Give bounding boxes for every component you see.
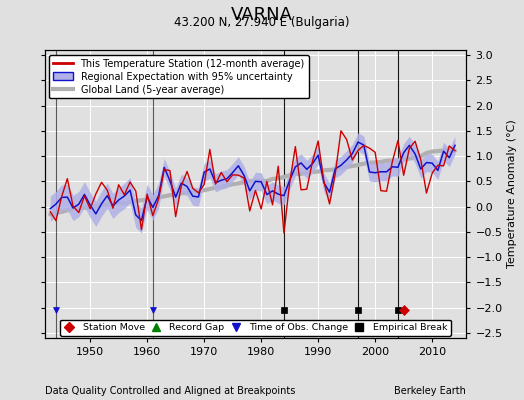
Text: Data Quality Controlled and Aligned at Breakpoints: Data Quality Controlled and Aligned at B… xyxy=(45,386,295,396)
Text: Berkeley Earth: Berkeley Earth xyxy=(395,386,466,396)
Y-axis label: Temperature Anomaly (°C): Temperature Anomaly (°C) xyxy=(507,120,517,268)
Text: VARNA: VARNA xyxy=(231,6,293,24)
Legend: Station Move, Record Gap, Time of Obs. Change, Empirical Break: Station Move, Record Gap, Time of Obs. C… xyxy=(60,320,451,336)
Text: 43.200 N, 27.940 E (Bulgaria): 43.200 N, 27.940 E (Bulgaria) xyxy=(174,16,350,29)
